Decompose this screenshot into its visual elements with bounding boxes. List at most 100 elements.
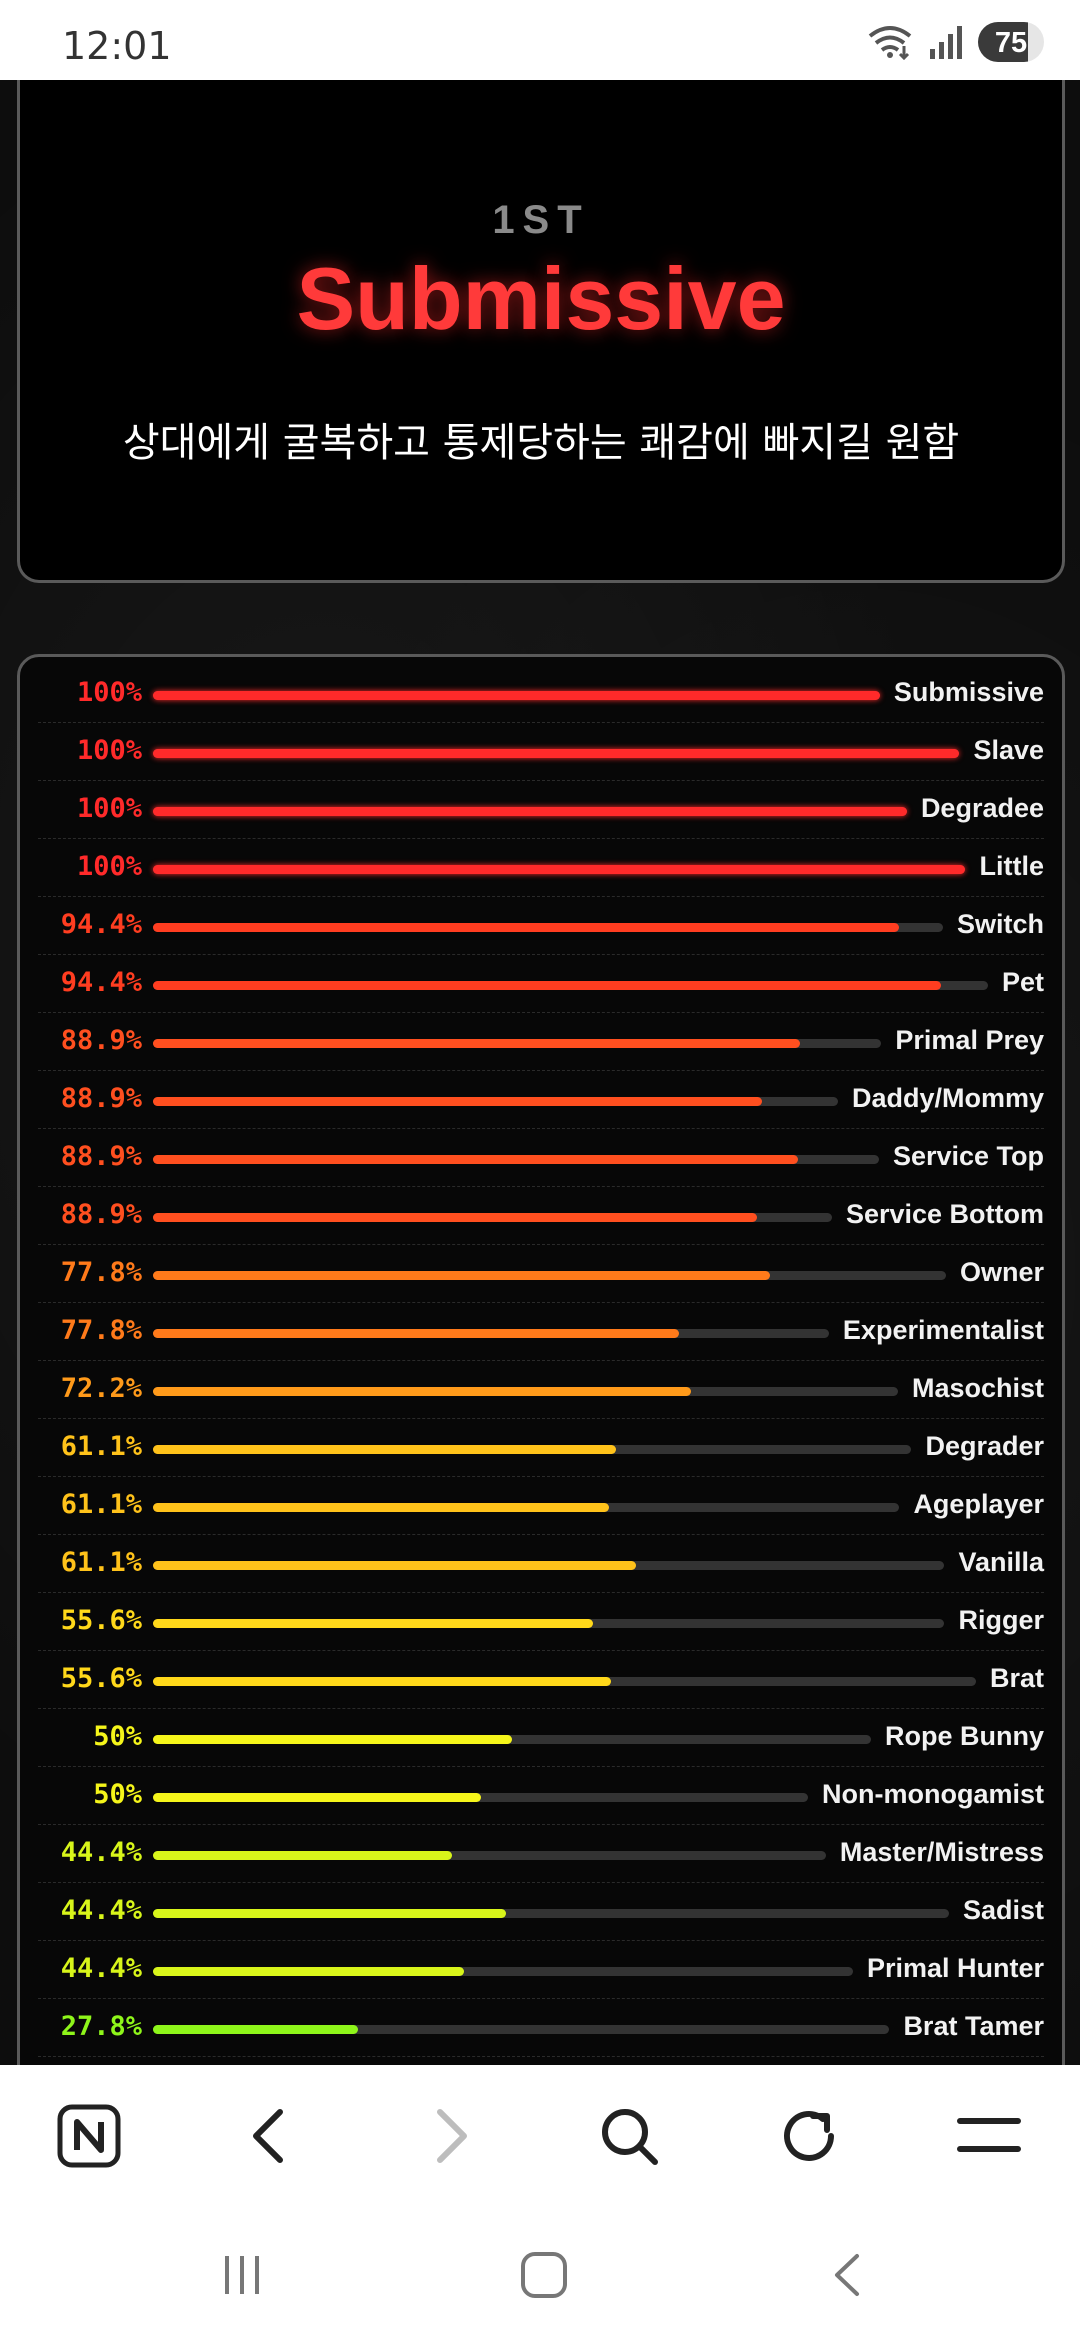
result-bar-track xyxy=(153,1155,879,1164)
result-bar-track xyxy=(153,1445,911,1454)
refresh-icon[interactable] xyxy=(772,2099,846,2173)
result-bar-track xyxy=(153,2025,889,2034)
result-percent: 55.6% xyxy=(60,1605,142,1636)
result-percent: 100% xyxy=(76,793,142,824)
battery-icon: 75 xyxy=(978,22,1044,62)
result-bar-fill xyxy=(153,1445,617,1454)
result-bar-track xyxy=(153,1387,898,1396)
result-percent: 100% xyxy=(76,851,142,882)
result-bar-fill xyxy=(153,1735,512,1744)
result-bar-fill xyxy=(153,1271,770,1280)
result-percent: 88.9% xyxy=(60,1083,142,1114)
result-bar-fill xyxy=(153,981,942,990)
result-percent: 44.4% xyxy=(60,1837,142,1868)
result-bar-fill xyxy=(153,2025,358,2034)
page-content: 1ST Submissive 상대에게 굴복하고 통제당하는 쾌감에 빠지길 원… xyxy=(0,80,1080,2065)
result-bar-fill xyxy=(153,1213,757,1222)
result-bar-fill xyxy=(153,691,880,700)
result-row: 77.8% Experimentalist xyxy=(38,1303,1044,1361)
result-label: Little xyxy=(979,851,1045,881)
result-description: 상대에게 굴복하고 통제당하는 쾌감에 빠지길 원함 xyxy=(122,420,960,466)
result-label: Submissive xyxy=(893,677,1044,707)
result-label: Primal Hunter xyxy=(866,1953,1044,1983)
result-row: 88.9% Primal Prey xyxy=(38,1013,1044,1071)
result-bar-fill xyxy=(153,1561,637,1570)
result-bar-track xyxy=(153,1909,949,1918)
result-row: 50% Non-monogamist xyxy=(38,1767,1044,1825)
wifi-icon xyxy=(868,26,912,60)
result-percent: 50% xyxy=(93,1721,142,1752)
top-result-card: 1ST Submissive 상대에게 굴복하고 통제당하는 쾌감에 빠지길 원… xyxy=(17,80,1065,583)
result-bar-fill xyxy=(153,1909,507,1918)
result-percent: 55.6% xyxy=(60,1663,142,1694)
result-label: Daddy/Mommy xyxy=(851,1083,1044,1113)
result-row: 100% Little xyxy=(38,839,1044,897)
result-bar-fill xyxy=(153,1793,481,1802)
result-bar-fill xyxy=(153,807,907,816)
result-row: 61.1% Ageplayer xyxy=(38,1477,1044,1535)
result-bar-track xyxy=(153,1213,832,1222)
search-icon[interactable] xyxy=(592,2099,666,2173)
result-bar-track xyxy=(153,865,965,874)
result-bar-track xyxy=(153,981,988,990)
result-label: Slave xyxy=(973,735,1044,765)
result-bar-fill xyxy=(153,1097,762,1106)
result-rank: 1ST xyxy=(492,198,590,242)
result-row: 88.9% Daddy/Mommy xyxy=(38,1071,1044,1129)
result-row: 44.4% Sadist xyxy=(38,1883,1044,1941)
recent-apps-icon[interactable] xyxy=(212,2245,272,2305)
result-bar-track xyxy=(153,1619,944,1628)
result-percent: 94.4% xyxy=(60,909,142,940)
result-percent: 44.4% xyxy=(60,1953,142,1984)
result-label: Pet xyxy=(1001,967,1044,997)
naver-home-icon[interactable] xyxy=(52,2099,126,2173)
menu-icon[interactable] xyxy=(952,2099,1026,2173)
result-label: Degradee xyxy=(920,793,1044,823)
result-label: Master/Mistress xyxy=(839,1837,1044,1867)
result-percent: 61.1% xyxy=(60,1431,142,1462)
result-bar-fill xyxy=(153,1851,452,1860)
result-bar-fill xyxy=(153,1503,609,1512)
result-bar-track xyxy=(153,1097,838,1106)
result-bar-track xyxy=(153,1793,808,1802)
system-back-icon[interactable] xyxy=(818,2245,878,2305)
result-row: 55.6% Brat xyxy=(38,1651,1044,1709)
result-bar-fill xyxy=(153,1329,679,1338)
status-icons: 75 xyxy=(866,22,1044,62)
forward-icon[interactable] xyxy=(414,2099,488,2173)
result-label: Ageplayer xyxy=(913,1489,1044,1519)
battery-level: 75 xyxy=(994,27,1028,59)
result-label: Degrader xyxy=(925,1431,1044,1461)
result-percent: 61.1% xyxy=(60,1489,142,1520)
result-bar-fill xyxy=(153,1677,611,1686)
result-percent: 50% xyxy=(93,1779,142,1810)
result-label: Service Bottom xyxy=(845,1199,1044,1229)
result-label: Sadist xyxy=(962,1895,1044,1925)
result-bar-track xyxy=(153,1039,881,1048)
result-percent: 27.8% xyxy=(60,2011,142,2042)
result-row: 44.4% Master/Mistress xyxy=(38,1825,1044,1883)
result-row: 55.6% Rigger xyxy=(38,1593,1044,1651)
results-list: 100% Submissive 100% Slave 100% Degradee 100% L… xyxy=(38,665,1044,2065)
result-percent: 44.4% xyxy=(60,1895,142,1926)
result-row: 88.9% Service Bottom xyxy=(38,1187,1044,1245)
result-label: Experimentalist xyxy=(842,1315,1044,1345)
result-percent: 100% xyxy=(76,735,142,766)
status-bar: 12:01 75 xyxy=(0,0,1080,80)
result-row: 100% Submissive xyxy=(38,665,1044,723)
result-row: 44.4% Primal Hunter xyxy=(38,1941,1044,1999)
back-icon[interactable] xyxy=(232,2099,306,2173)
result-label: Primal Prey xyxy=(895,1025,1044,1055)
result-label: Masochist xyxy=(911,1373,1044,1403)
result-row: 27.8% Brat Tamer xyxy=(38,1999,1044,2057)
signal-icon xyxy=(930,26,962,59)
result-bar-track xyxy=(153,923,943,932)
result-percent: 88.9% xyxy=(60,1141,142,1172)
result-percent: 72.2% xyxy=(60,1373,142,1404)
home-icon[interactable] xyxy=(514,2245,574,2305)
result-percent: 77.8% xyxy=(60,1257,142,1288)
result-label: Non-monogamist xyxy=(822,1779,1044,1809)
result-bar-track xyxy=(153,1735,871,1744)
result-row: 94.4% Switch xyxy=(38,897,1044,955)
result-row: 61.1% Degrader xyxy=(38,1419,1044,1477)
